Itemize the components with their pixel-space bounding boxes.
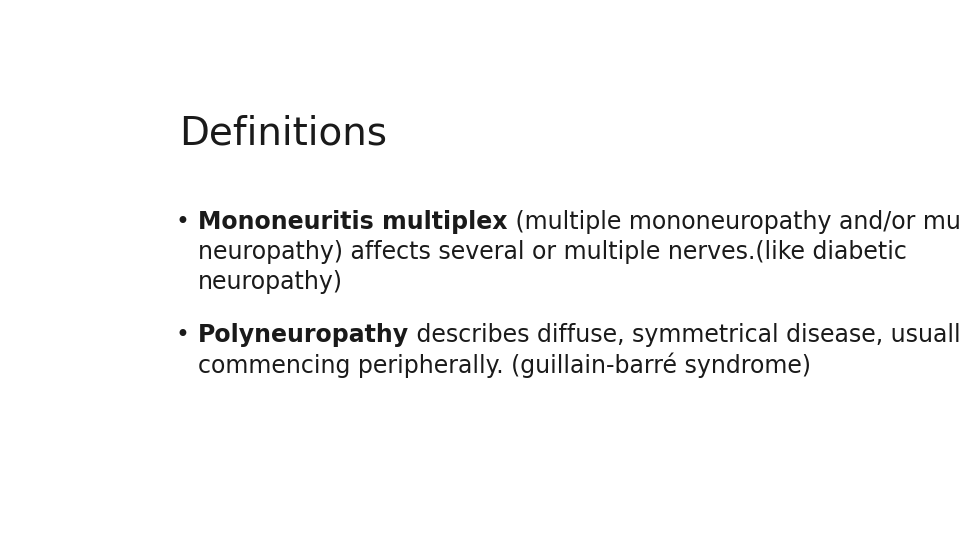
- Text: describes diffuse, symmetrical disease, usually: describes diffuse, symmetrical disease, …: [409, 322, 960, 347]
- Text: •: •: [176, 322, 190, 347]
- Text: neuropathy) affects several or multiple nerves.(like diabetic: neuropathy) affects several or multiple …: [198, 240, 907, 264]
- Text: Definitions: Definitions: [180, 114, 388, 153]
- Text: Polyneuropathy: Polyneuropathy: [198, 322, 409, 347]
- Text: (multiple mononeuropathy and/or multifocal: (multiple mononeuropathy and/or multifoc…: [508, 210, 960, 234]
- Text: Mononeuritis multiplex: Mononeuritis multiplex: [198, 210, 508, 234]
- Text: neuropathy): neuropathy): [198, 270, 343, 294]
- Text: commencing peripherally. (guillain-barré syndrome): commencing peripherally. (guillain-barré…: [198, 353, 811, 378]
- Text: •: •: [176, 210, 190, 234]
